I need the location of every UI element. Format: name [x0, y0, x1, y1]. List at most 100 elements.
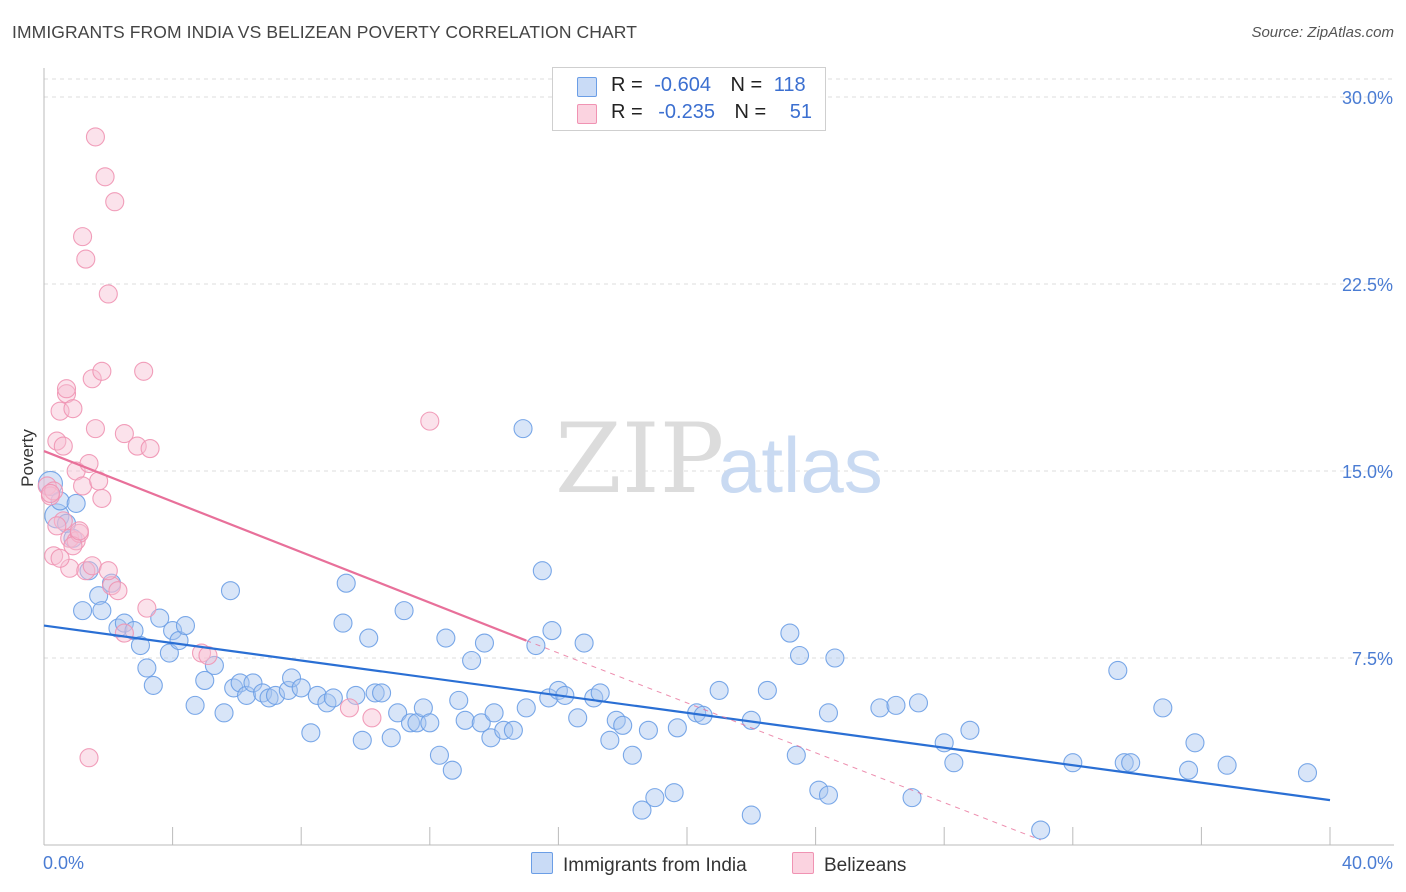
belize-point [50, 548, 70, 568]
legend-n-value-india: 118 [773, 74, 806, 96]
india-point [365, 683, 385, 703]
belize-point [82, 556, 102, 576]
india-point [818, 703, 839, 723]
india-point [574, 633, 594, 653]
india-point [516, 698, 536, 718]
gridlines [44, 78, 1394, 659]
india-point [150, 608, 170, 628]
watermark-zip: ZIP [555, 403, 724, 515]
watermark-atlas: atlas [718, 421, 883, 509]
trend-lines [43, 450, 1331, 841]
india-point [114, 613, 134, 633]
legend-r-label: R = [611, 101, 643, 123]
india-point [1108, 660, 1128, 681]
india-point [1297, 763, 1318, 783]
india-point [818, 785, 839, 805]
bottom-legend-swatch-india [531, 852, 553, 874]
y-tick-label: 7.5% [1352, 649, 1393, 669]
india-point [613, 715, 633, 735]
india-point [204, 655, 224, 676]
india-point [532, 561, 552, 581]
india-point [420, 713, 440, 733]
india-point [175, 616, 196, 636]
belize-point [198, 645, 218, 666]
india-point [1063, 753, 1083, 773]
india-point [214, 703, 234, 723]
india-point [66, 493, 86, 513]
india-point [381, 728, 401, 748]
bottom-legend-label-india: Immigrants from India [563, 855, 747, 876]
india-point [346, 685, 366, 705]
bottom-legend-belize: Belizeans [792, 852, 906, 877]
india-point [291, 678, 311, 698]
india-point [709, 680, 729, 700]
india-point [664, 783, 684, 803]
y-tick-label: 30.0% [1342, 88, 1393, 108]
india-point [130, 635, 150, 656]
bottom-legend-label-belize: Belizeans [824, 855, 907, 876]
y-axis-label: Poverty [18, 429, 37, 487]
axes [43, 68, 1394, 846]
india-point [449, 690, 469, 710]
india-point [220, 581, 241, 601]
chart-title: IMMIGRANTS FROM INDIA VS BELIZEAN POVERT… [12, 22, 637, 42]
india-point [513, 419, 533, 439]
belize-point [339, 698, 359, 718]
belize-point [40, 483, 60, 503]
india-point [336, 573, 356, 593]
india-point [352, 730, 372, 750]
legend-r-value-belize: -0.235 [658, 101, 715, 123]
india-point [622, 745, 642, 765]
india-point [902, 788, 922, 808]
belize-point [85, 127, 105, 147]
india-point [825, 648, 845, 668]
india-point [789, 645, 810, 666]
belize-point [73, 476, 93, 496]
belize-point [140, 439, 160, 459]
india-point [282, 668, 302, 688]
india-point [503, 720, 523, 740]
india-point [236, 685, 257, 705]
india-point [73, 601, 93, 621]
legend-n-label: N = [730, 74, 763, 96]
belize-point [44, 481, 64, 501]
tick-labels: 7.5% 15.0% 22.5% 30.0% 0.0% 40.0% [43, 88, 1393, 873]
india-point [1217, 755, 1237, 775]
india-point [333, 613, 353, 633]
india-point [645, 788, 665, 808]
bottom-legend-india: Immigrants from India [531, 852, 747, 877]
india-point [317, 693, 337, 713]
bottom-legend-swatch-belize [792, 852, 814, 874]
india-point [185, 695, 205, 715]
watermark: ZIP atlas [555, 403, 883, 515]
india-point [394, 601, 414, 621]
belize-point [114, 623, 134, 643]
belize-point [92, 488, 112, 508]
india-point [301, 723, 321, 743]
india-point [359, 628, 379, 648]
india-point [780, 623, 800, 643]
india-point [400, 713, 421, 733]
india-point [323, 688, 343, 708]
belize-point [101, 576, 122, 596]
india-point [632, 800, 652, 820]
y-tick-label: 22.5% [1342, 275, 1393, 295]
belize-point [53, 436, 73, 456]
india-point [526, 635, 546, 656]
india-point [92, 601, 112, 621]
belize-points [37, 127, 440, 768]
india-point [944, 753, 964, 773]
belize-point [73, 227, 93, 247]
belize-point [85, 419, 105, 439]
belize-point [420, 411, 440, 431]
belize-point [105, 192, 125, 212]
legend-swatch-belize [577, 104, 597, 124]
india-points [37, 419, 1318, 840]
india-point [568, 708, 588, 728]
belize-point [134, 361, 154, 381]
india-point [372, 683, 392, 703]
india-point [960, 720, 980, 740]
belize-point [63, 399, 83, 419]
belize-point [53, 511, 73, 531]
